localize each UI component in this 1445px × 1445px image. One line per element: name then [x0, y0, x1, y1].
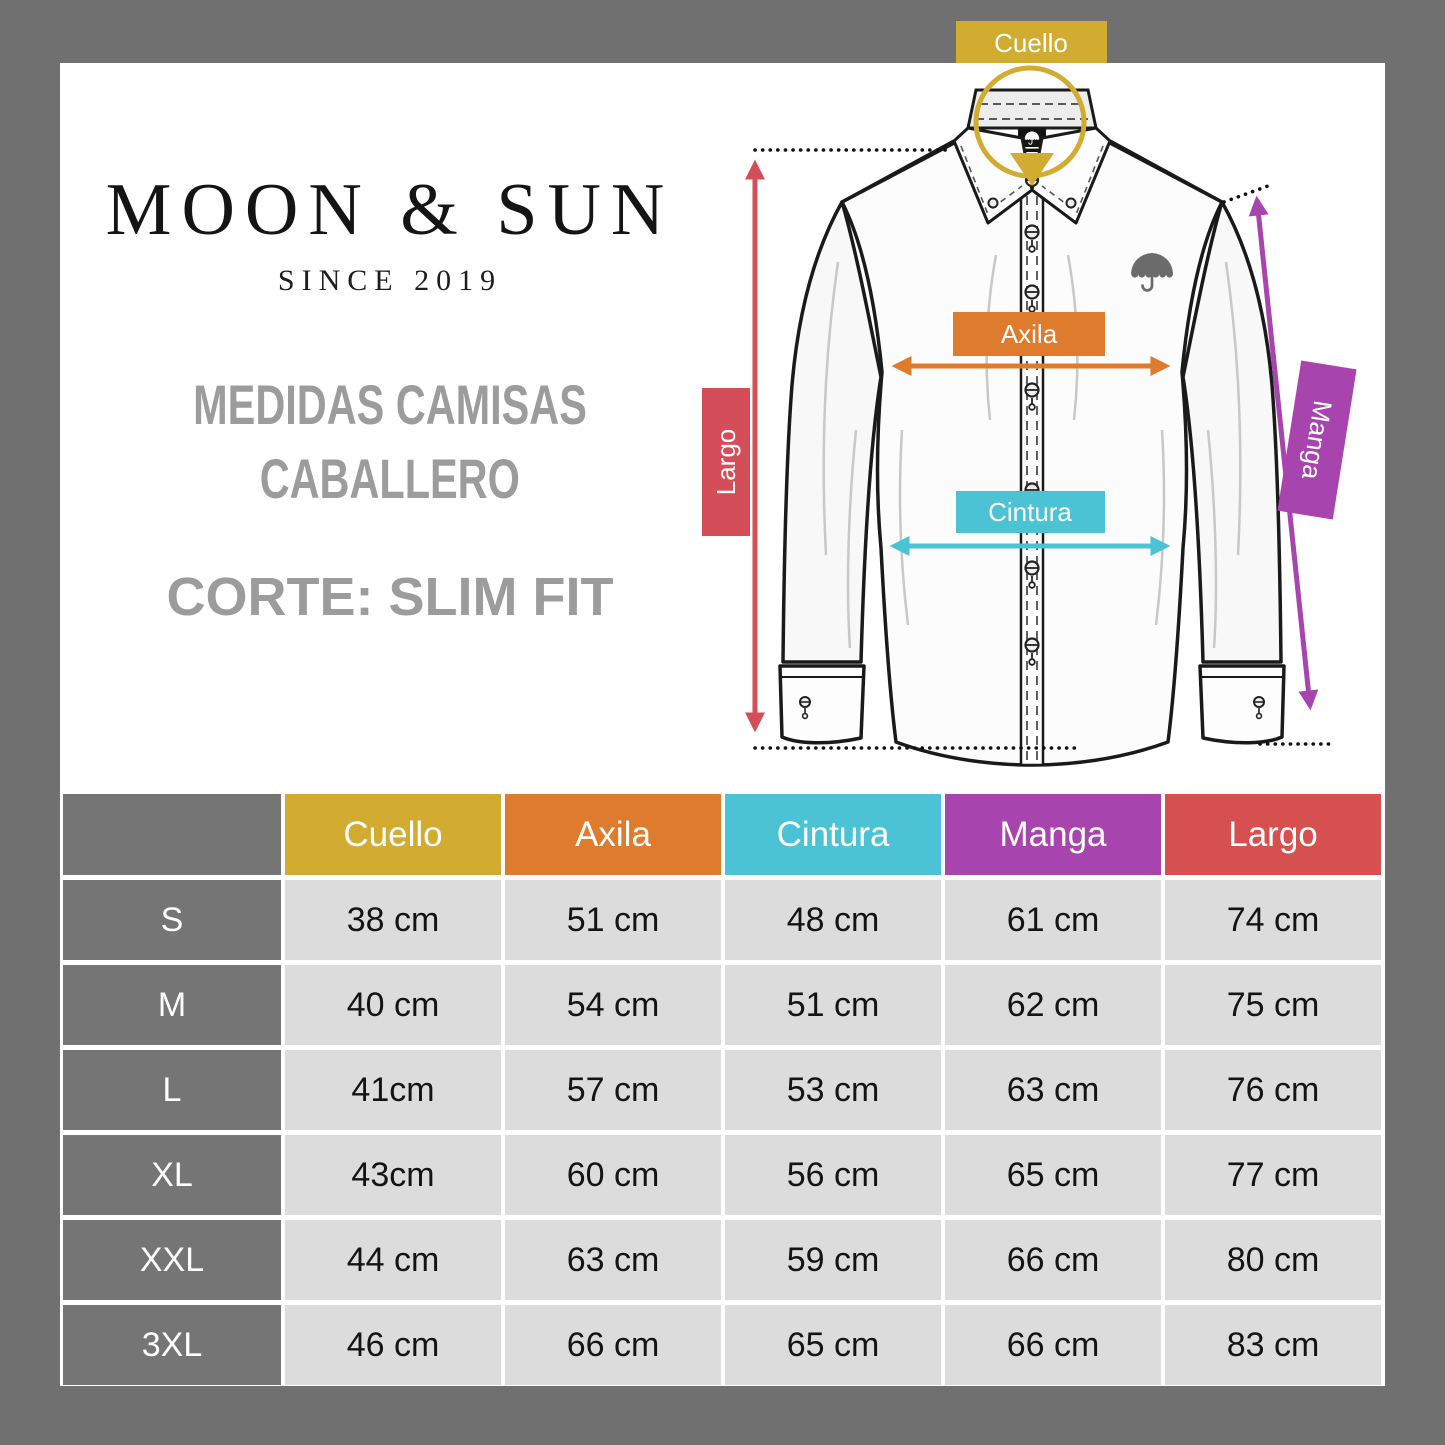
brand-name: MOON & SUN: [105, 169, 675, 251]
cell-xl-cintura: 56 cm: [725, 1135, 941, 1215]
collar-leaf-stitching: [960, 145, 1104, 214]
cell-s-cuello: 38 cm: [285, 880, 501, 960]
left-sleeve: [781, 200, 883, 664]
left-cuff-button: [799, 696, 811, 720]
cuello-highlight-wedge: [1010, 153, 1054, 186]
row-label-m: M: [63, 965, 281, 1045]
header-cell-manga: Manga: [945, 794, 1161, 875]
header-cell-cuello: Cuello: [285, 794, 501, 875]
collar-point-button: [1065, 197, 1077, 209]
cell-s-manga: 61 cm: [945, 880, 1161, 960]
largo-label-text: Largo: [711, 429, 741, 496]
cell-s-cintura: 48 cm: [725, 880, 941, 960]
cell-l-largo: 76 cm: [1165, 1050, 1381, 1130]
manga-label: Manga: [1277, 360, 1357, 520]
header-cell-largo: Largo: [1165, 794, 1381, 875]
button: [1024, 560, 1040, 589]
axila-measure: Axila: [891, 312, 1171, 376]
largo-measure: Largo: [702, 148, 1082, 750]
row-label-l: L: [63, 1050, 281, 1130]
button: [1024, 382, 1040, 411]
cell-m-largo: 75 cm: [1165, 965, 1381, 1045]
cell-s-largo: 74 cm: [1165, 880, 1381, 960]
headline-line2: CABALLERO: [259, 447, 521, 510]
cell-xxl-cintura: 59 cm: [725, 1220, 941, 1300]
cell-m-axila: 54 cm: [505, 965, 721, 1045]
axila-label: [953, 312, 1105, 356]
collar-band-stitching: [976, 103, 1088, 120]
cell-3xl-cuello: 46 cm: [285, 1305, 501, 1385]
cell-xl-axila: 60 cm: [505, 1135, 721, 1215]
button: [1024, 224, 1040, 253]
placket-buttons: [1024, 224, 1040, 666]
collar-leaf-right: [1030, 126, 1112, 225]
cell-3xl-manga: 66 cm: [945, 1305, 1161, 1385]
manga-arrow: [1248, 195, 1319, 711]
cell-xxl-manga: 66 cm: [945, 1220, 1161, 1300]
cell-m-manga: 62 cm: [945, 965, 1161, 1045]
headline-line1: MEDIDAS CAMISAS: [193, 373, 587, 436]
right-shoulder-seam: [1109, 139, 1223, 204]
cell-l-manga: 63 cm: [945, 1050, 1161, 1130]
cell-l-cintura: 53 cm: [725, 1050, 941, 1130]
headline: MEDIDAS CAMISAS CABALLERO: [60, 368, 720, 516]
collar-leaf-left: [952, 126, 1034, 225]
shirt-drawing: [778, 88, 1286, 767]
tag-text-line: [1025, 147, 1039, 149]
collar-point-button: [987, 197, 999, 209]
button: [1024, 284, 1040, 313]
cell-m-cuello: 40 cm: [285, 965, 501, 1045]
table-corner-cell: [63, 794, 281, 875]
cell-3xl-largo: 83 cm: [1165, 1305, 1381, 1385]
brand-since: SINCE 2019: [277, 264, 503, 297]
row-label-xxl: XXL: [63, 1220, 281, 1300]
largo-dotted-lines: [753, 148, 1082, 750]
button: [1024, 637, 1040, 666]
shirt-diagram: Cuello Largo Axila Cintura: [702, 21, 1357, 767]
fit-text: CORTE: SLIM FIT: [166, 567, 614, 627]
cell-xxl-largo: 80 cm: [1165, 1220, 1381, 1300]
cintura-measure: Cintura: [889, 491, 1171, 556]
cell-xxl-axila: 63 cm: [505, 1220, 721, 1300]
sleeve-shading: [822, 261, 1242, 649]
cuello-label: [956, 21, 1107, 63]
cell-3xl-axila: 66 cm: [505, 1305, 721, 1385]
size-table: Cuello Axila Cintura Manga Largo S 38 cm…: [63, 794, 1381, 1385]
cell-m-cintura: 51 cm: [725, 965, 941, 1045]
cell-s-axila: 51 cm: [505, 880, 721, 960]
manga-dotted-lines: [1222, 184, 1338, 746]
largo-label: [702, 388, 750, 536]
cintura-label-text: Cintura: [988, 497, 1072, 527]
left-shoulder-seam: [841, 139, 955, 204]
row-label-s: S: [63, 880, 281, 960]
cell-xl-manga: 65 cm: [945, 1135, 1161, 1215]
cell-xl-cuello: 43cm: [285, 1135, 501, 1215]
manga-measure: Manga: [1222, 184, 1357, 746]
cell-3xl-cintura: 65 cm: [725, 1305, 941, 1385]
cell-xxl-cuello: 44 cm: [285, 1220, 501, 1300]
cell-l-cuello: 41cm: [285, 1050, 501, 1130]
placket: [1019, 188, 1045, 767]
left-cuff: [778, 664, 866, 745]
collar: [952, 88, 1112, 225]
header-cell-cintura: Cintura: [725, 794, 941, 875]
cell-xl-largo: 77 cm: [1165, 1135, 1381, 1215]
row-label-xl: XL: [63, 1135, 281, 1215]
cell-l-axila: 57 cm: [505, 1050, 721, 1130]
header-cell-axila: Axila: [505, 794, 721, 875]
axila-label-text: Axila: [1001, 319, 1058, 349]
row-label-3xl: 3XL: [63, 1305, 281, 1385]
cuello-label-text: Cuello: [994, 28, 1068, 58]
cintura-label: [956, 491, 1105, 533]
